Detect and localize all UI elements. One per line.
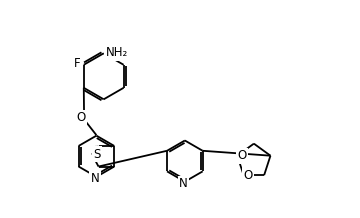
- Text: O: O: [243, 169, 253, 182]
- Text: S: S: [94, 148, 101, 161]
- Text: O: O: [77, 111, 86, 124]
- Text: O: O: [237, 149, 246, 162]
- Text: F: F: [74, 57, 80, 70]
- Text: NH₂: NH₂: [106, 46, 128, 59]
- Text: N: N: [91, 172, 100, 185]
- Text: N: N: [179, 177, 188, 190]
